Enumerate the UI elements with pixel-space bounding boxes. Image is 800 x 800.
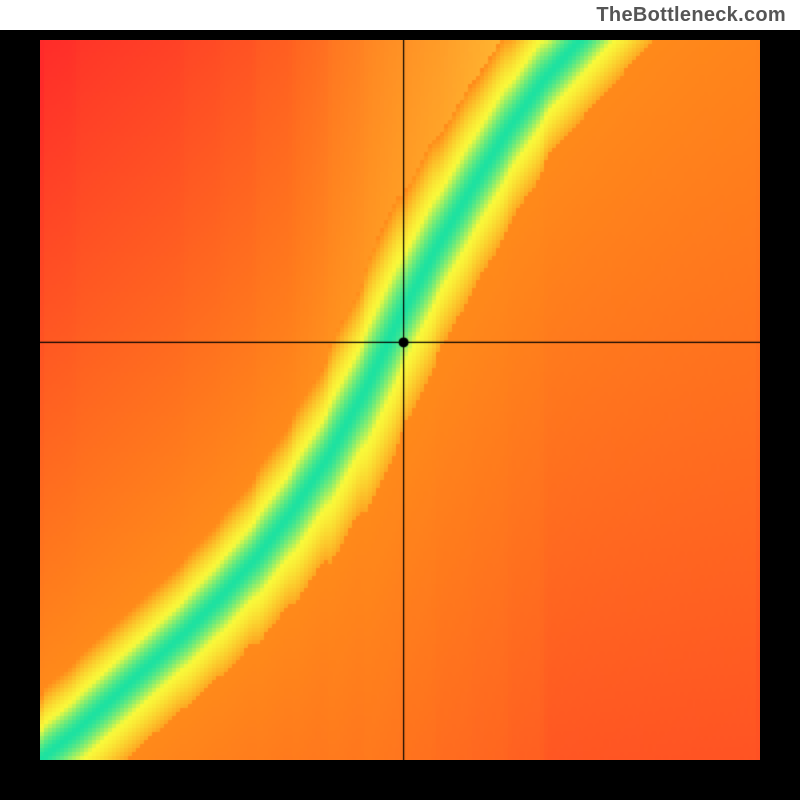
watermark-text: TheBottleneck.com bbox=[596, 4, 786, 27]
heatmap-plot bbox=[40, 40, 760, 760]
heatmap-canvas bbox=[40, 40, 760, 760]
page-root: TheBottleneck.com bbox=[0, 0, 800, 800]
chart-frame bbox=[0, 30, 800, 800]
